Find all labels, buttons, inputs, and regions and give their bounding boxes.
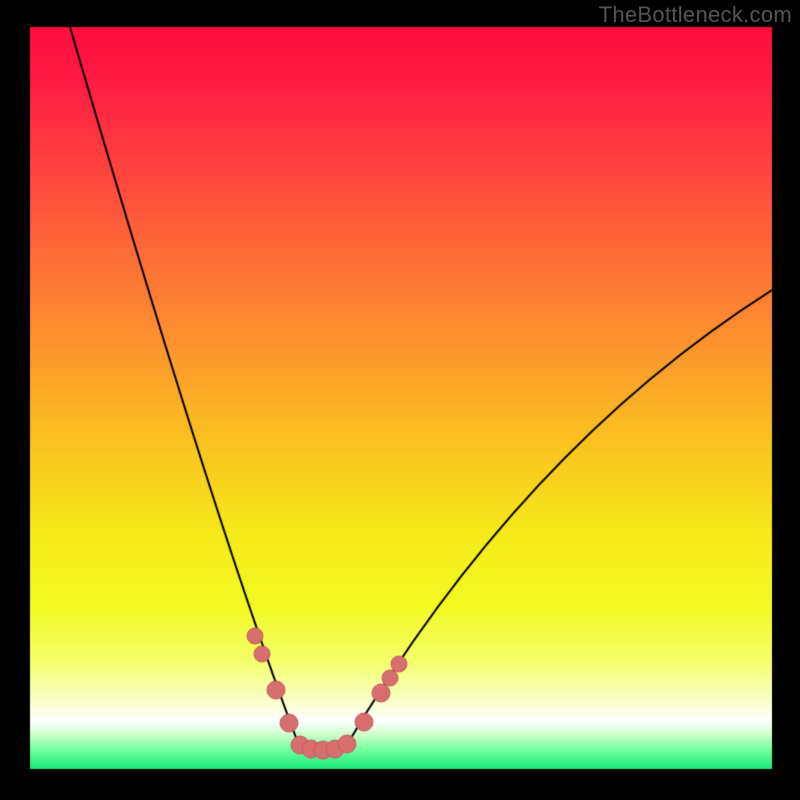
- markers-canvas: [0, 0, 800, 800]
- watermark-text: TheBottleneck.com: [599, 2, 792, 28]
- chart-stage: TheBottleneck.com: [0, 0, 800, 800]
